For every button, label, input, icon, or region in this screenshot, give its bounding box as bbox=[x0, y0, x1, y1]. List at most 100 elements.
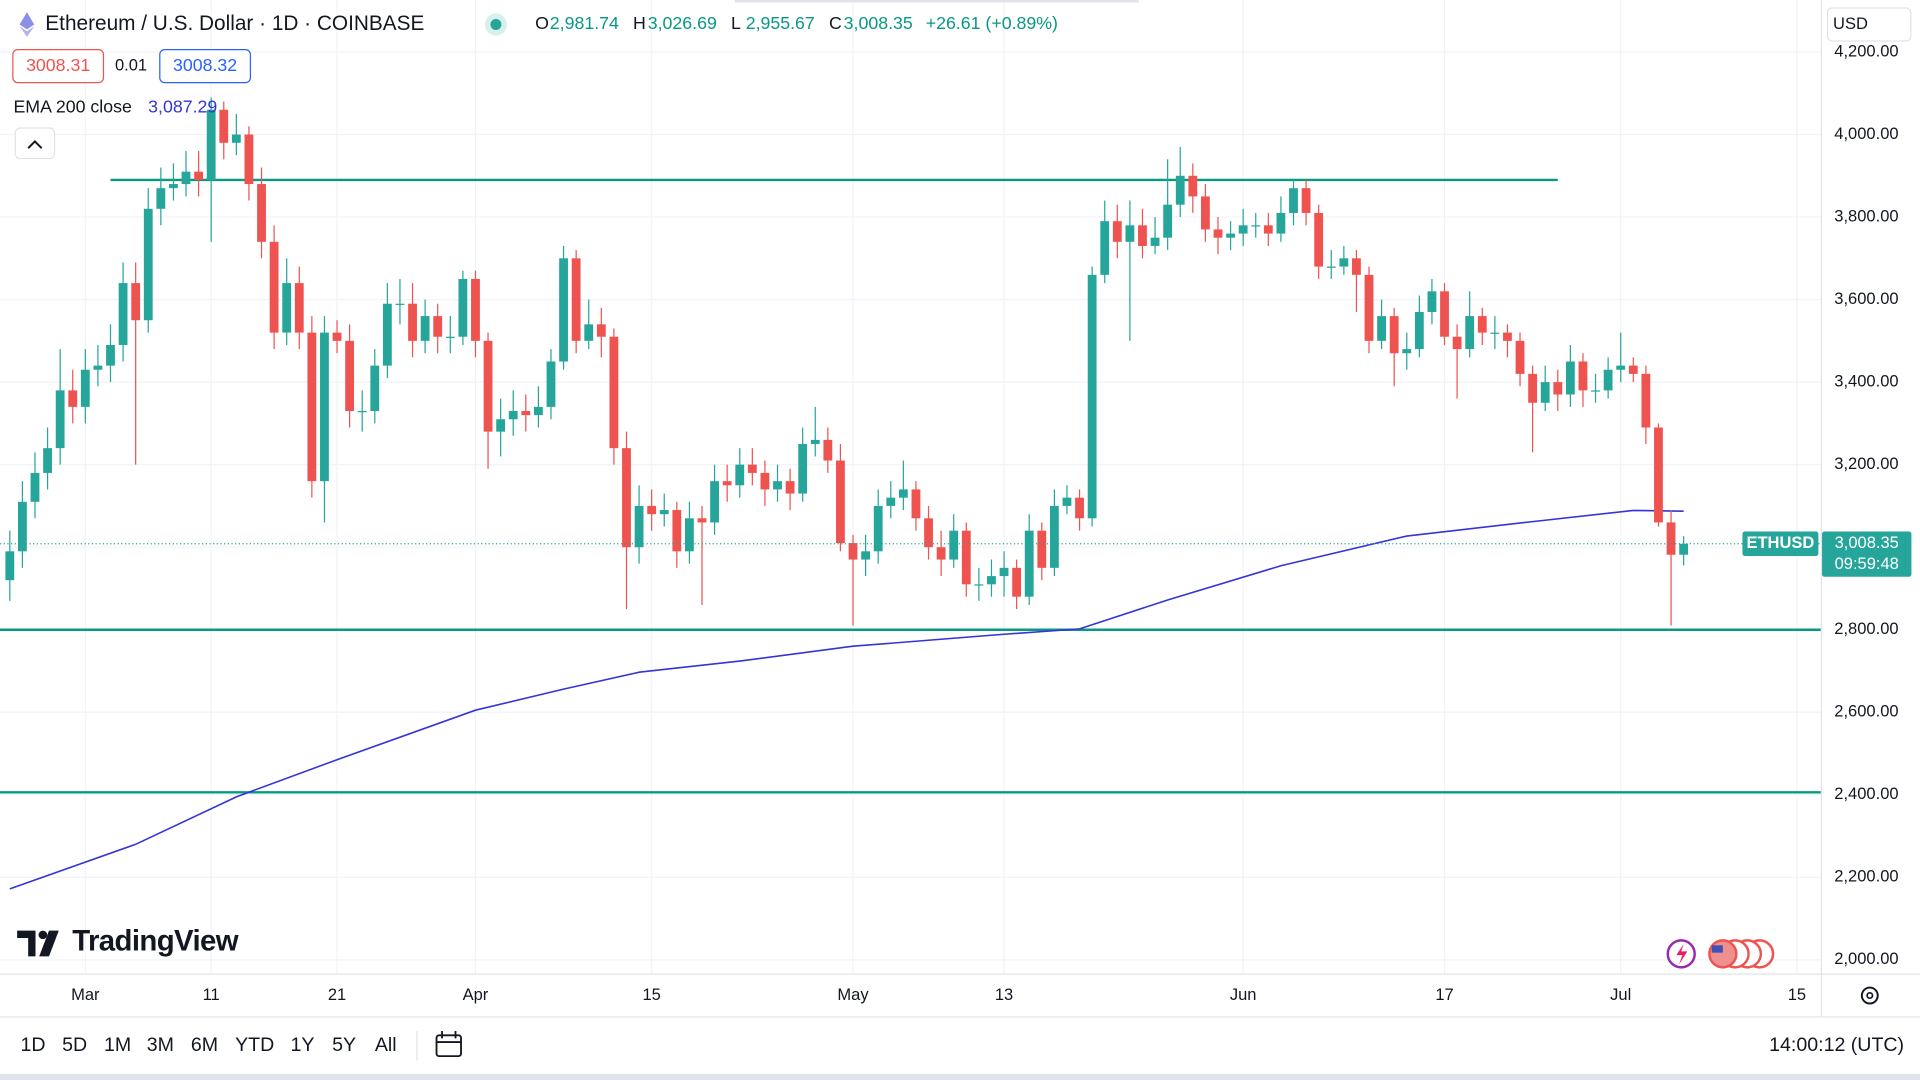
candle-body bbox=[584, 324, 594, 341]
candle-body bbox=[546, 361, 556, 407]
candle-body bbox=[370, 365, 380, 412]
candle-body bbox=[1213, 229, 1223, 238]
range-button[interactable]: 1M bbox=[104, 1034, 131, 1056]
candle-body bbox=[1037, 530, 1047, 568]
x-tick-label: Jul bbox=[1610, 985, 1631, 1004]
symbol-icon bbox=[19, 12, 35, 37]
candle-body bbox=[622, 448, 631, 548]
candle-body bbox=[93, 365, 103, 370]
bid-price[interactable]: 3008.31 bbox=[26, 55, 90, 75]
range-button[interactable]: All bbox=[375, 1034, 397, 1056]
y-tick-label: 2,600.00 bbox=[1834, 702, 1898, 721]
candle-body bbox=[5, 551, 15, 581]
range-button[interactable]: 1D bbox=[21, 1034, 46, 1056]
candle-body bbox=[773, 481, 782, 490]
candle-body bbox=[798, 444, 808, 494]
candle-body bbox=[924, 518, 933, 548]
ohlc-key: C bbox=[829, 13, 842, 33]
range-button[interactable]: 6M bbox=[191, 1034, 218, 1056]
candle-body bbox=[1477, 316, 1487, 333]
ask-price[interactable]: 3008.32 bbox=[173, 55, 237, 75]
candle-body bbox=[1087, 274, 1097, 519]
candle-body bbox=[974, 584, 984, 586]
candle-body bbox=[999, 567, 1009, 577]
logo-mark bbox=[39, 930, 59, 957]
candle-body bbox=[1402, 349, 1412, 354]
candle-body bbox=[659, 510, 669, 515]
y-tick-label: 2,200.00 bbox=[1834, 867, 1898, 886]
range-button[interactable]: YTD bbox=[235, 1034, 274, 1056]
candle-body bbox=[1654, 427, 1663, 523]
ohlc-legend: O 2,981.74 H 3,026.69 L 2,955.67 C 3,008.35 bbox=[535, 13, 913, 33]
eth-icon bbox=[19, 12, 35, 30]
clock: 14:00:12 (UTC) bbox=[1769, 1034, 1904, 1056]
candle-body bbox=[1540, 382, 1550, 403]
currency[interactable]: USD bbox=[1833, 14, 1868, 33]
candle-body bbox=[747, 464, 757, 473]
axes: 2,000.00 2,200.00 2,400.00 2,600.00 2,800.00… bbox=[71, 41, 1912, 1004]
range-button[interactable]: 1Y bbox=[290, 1034, 314, 1056]
candle-body bbox=[848, 543, 858, 560]
range-button[interactable]: 3M bbox=[147, 1034, 174, 1056]
symbol-title: Ethereum / U.S. Dollar · 1D · COINBASE bbox=[45, 12, 424, 35]
candle-body bbox=[898, 489, 908, 498]
range-button[interactable]: 5Y bbox=[332, 1034, 356, 1056]
candle-body bbox=[1666, 522, 1676, 555]
candle-body bbox=[1012, 567, 1022, 597]
grid bbox=[0, 0, 1821, 974]
settings-icon[interactable] bbox=[1860, 986, 1879, 1005]
candle-body bbox=[181, 171, 191, 185]
event-icon bbox=[1676, 944, 1688, 965]
candle-body bbox=[30, 472, 40, 502]
eth-icon bbox=[19, 26, 35, 37]
candle-body bbox=[458, 278, 468, 337]
ohlc-key: L bbox=[731, 13, 741, 33]
candle-body bbox=[320, 332, 329, 482]
candle-body bbox=[496, 419, 506, 432]
candle-body bbox=[483, 340, 493, 432]
buy-button[interactable] bbox=[159, 48, 252, 84]
gear-icon[interactable] bbox=[1860, 986, 1879, 1005]
candle-body bbox=[1465, 316, 1475, 350]
candle-body bbox=[760, 472, 770, 490]
candle-body bbox=[949, 530, 959, 560]
sell-button[interactable] bbox=[12, 48, 105, 84]
candle-body bbox=[685, 518, 694, 552]
candle-body bbox=[357, 411, 367, 413]
candle-body bbox=[873, 505, 883, 552]
range-button[interactable]: 5D bbox=[62, 1034, 87, 1056]
candle-body bbox=[1200, 196, 1210, 230]
candle-body bbox=[43, 448, 52, 473]
candle-body bbox=[206, 109, 216, 180]
candle-body bbox=[836, 460, 845, 544]
symbol-label-box bbox=[1742, 531, 1819, 556]
candle-body bbox=[1503, 332, 1512, 341]
countdown-label: 09:59:48 bbox=[1835, 554, 1899, 573]
candle-body bbox=[987, 576, 996, 585]
event-icon[interactable] bbox=[1708, 939, 1738, 969]
status-dot bbox=[490, 18, 502, 30]
candle-body bbox=[332, 332, 342, 341]
candle-body bbox=[408, 303, 417, 341]
collapse-button[interactable] bbox=[14, 127, 56, 160]
brand-name: TradingView bbox=[72, 925, 239, 958]
candle-body bbox=[1591, 390, 1600, 392]
y-tick-label: 3,600.00 bbox=[1834, 289, 1898, 308]
calendar-icon[interactable] bbox=[435, 1031, 462, 1058]
candle-body bbox=[697, 518, 707, 523]
candle-body bbox=[1100, 221, 1110, 275]
currency-button[interactable] bbox=[1826, 7, 1912, 42]
candle-body bbox=[1175, 175, 1185, 205]
candle-body bbox=[1326, 266, 1336, 268]
candle-body bbox=[1490, 332, 1500, 334]
x-tick-label: 13 bbox=[995, 985, 1013, 1004]
candle-body bbox=[1628, 365, 1638, 374]
x-tick-label: May bbox=[837, 985, 869, 1004]
candle-body bbox=[1641, 373, 1651, 428]
candle-body bbox=[307, 332, 317, 482]
candle-body bbox=[634, 505, 644, 548]
candle-body bbox=[445, 336, 455, 338]
change: +26.61 (+0.89%) bbox=[926, 13, 1058, 33]
logo-mark bbox=[17, 930, 36, 957]
calendar-icon[interactable] bbox=[435, 1034, 462, 1058]
